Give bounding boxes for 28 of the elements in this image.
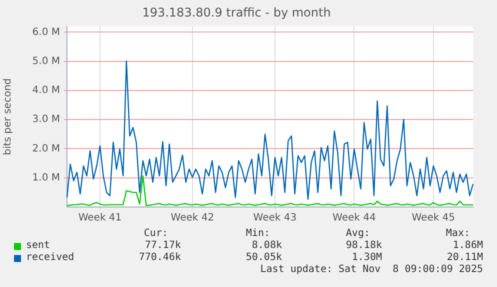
legend-label: received [26, 252, 74, 264]
text: 77.17k [144, 240, 181, 252]
x-tick-label: Week 45 [412, 212, 456, 224]
y-tick-label: 1.0 M [32, 172, 60, 184]
text: 20.11M [446, 252, 483, 264]
y-tick-label: 4.0 M [32, 85, 60, 96]
text: 98.18k [346, 240, 382, 252]
text: Avg: [346, 228, 370, 240]
y-tick-label: 5.0 M [32, 56, 60, 67]
text: 770.46k [138, 252, 181, 264]
x-tick-label: Week 41 [78, 212, 122, 224]
y-tick-label: 6.0 M [32, 26, 60, 38]
text: 50.05k [246, 252, 282, 264]
text: 1.86M [452, 240, 483, 252]
text: Min: [246, 228, 270, 240]
chart-title: 193.183.80.9 traffic - by month [142, 5, 331, 20]
x-tick-label: Week 44 [332, 212, 376, 224]
text: Max: [446, 228, 470, 240]
y-axis-title: bits per second [2, 78, 14, 156]
legend-label: sent [26, 240, 50, 252]
text: Cur: [144, 228, 168, 240]
text: 1.30M [352, 252, 382, 264]
y-tick-label: 2.0 M [32, 143, 60, 154]
text: Last update: Sat Nov 8 09:00:09 2025 [260, 264, 483, 276]
x-tick-label: Week 43 [253, 212, 297, 224]
x-tick-label: Week 42 [170, 212, 214, 224]
y-tick-label: 3.0 M [32, 114, 60, 126]
text: 8.08k [252, 240, 282, 252]
